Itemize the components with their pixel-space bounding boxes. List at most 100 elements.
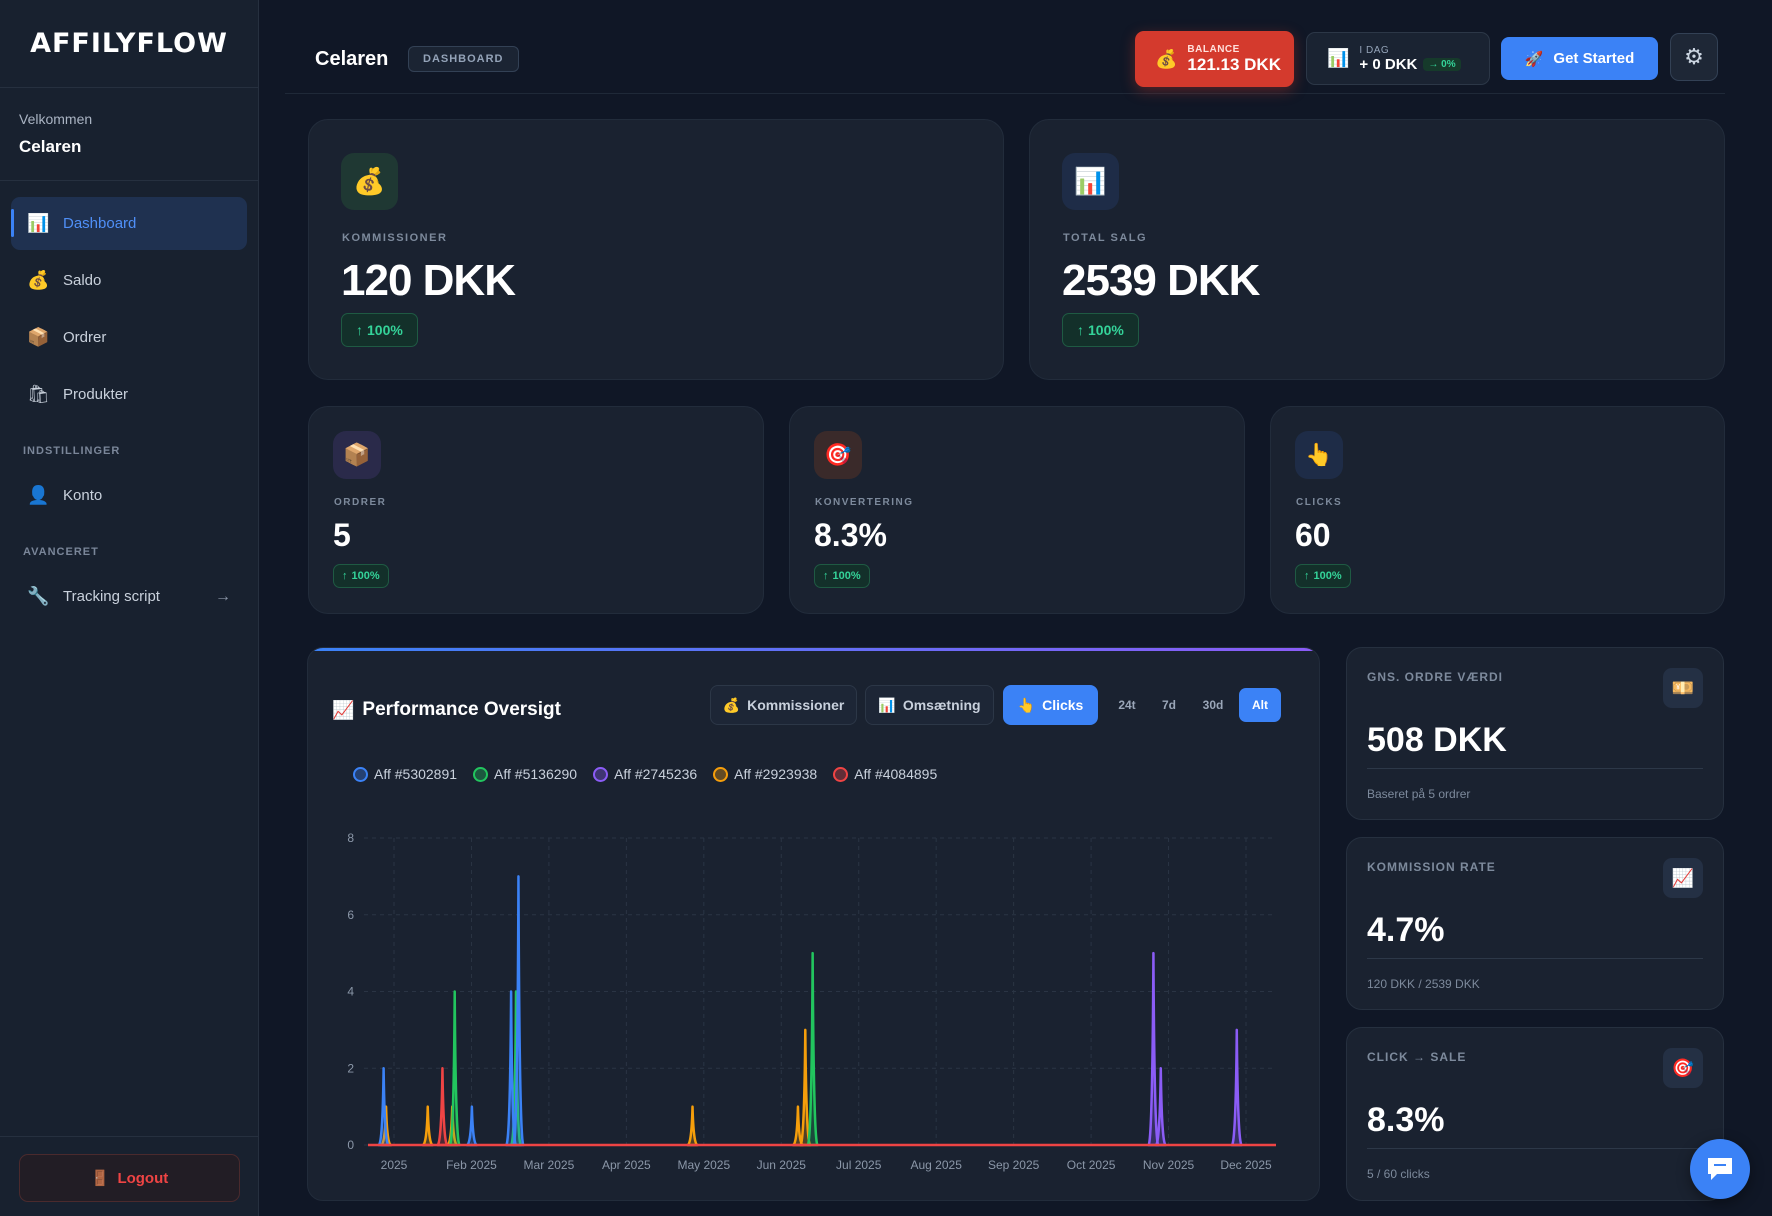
metric-button-kommissioner[interactable]: 💰 Kommissioner bbox=[710, 685, 857, 725]
chat-button[interactable] bbox=[1690, 1139, 1750, 1199]
metric-button-omsaetning[interactable]: 📊 Omsætning bbox=[865, 685, 994, 725]
stat-card-orders: 📦 ORDRER 5 ↑ 100% bbox=[308, 406, 764, 614]
data-point bbox=[421, 1105, 434, 1147]
chart-icon: 📊 bbox=[1062, 153, 1119, 210]
user-icon: 👤 bbox=[27, 485, 50, 505]
legend-label: Aff #2745236 bbox=[614, 766, 698, 782]
sidebar-item-konto[interactable]: 👤 Konto bbox=[11, 469, 247, 522]
settings-button[interactable]: ⚙ bbox=[1670, 33, 1718, 81]
legend-item[interactable]: Aff #2923938 bbox=[713, 766, 817, 782]
sidebar-item-dashboard[interactable]: 📊 Dashboard bbox=[11, 197, 247, 250]
sidebar-item-label: Produkter bbox=[63, 386, 129, 403]
change-badge: ↑ 100% bbox=[333, 564, 389, 588]
trend-chart-icon: 📈 bbox=[332, 699, 355, 720]
data-point bbox=[1154, 1067, 1168, 1147]
money-bag-icon: 💰 bbox=[1155, 48, 1178, 69]
get-started-button[interactable]: 🚀 Get Started bbox=[1501, 37, 1658, 80]
data-point bbox=[465, 1105, 479, 1147]
x-tick-label: Apr 2025 bbox=[602, 1158, 651, 1172]
range-button-7d[interactable]: 7d bbox=[1161, 698, 1176, 712]
metric-button-clicks[interactable]: 👆 Clicks bbox=[1003, 685, 1098, 725]
legend-swatch bbox=[353, 766, 368, 782]
rocket-icon: 🚀 bbox=[1524, 50, 1544, 68]
change-value: 100% bbox=[1088, 322, 1124, 338]
x-tick-label: Oct 2025 bbox=[1067, 1158, 1116, 1172]
change-value: 100% bbox=[351, 570, 380, 582]
pointing-hand-icon: 👆 bbox=[1017, 696, 1036, 713]
range-button-30d[interactable]: 30d bbox=[1202, 698, 1224, 712]
data-point bbox=[448, 990, 461, 1147]
sidebar-item-tracking-script[interactable]: 🔧 Tracking script → bbox=[11, 570, 247, 623]
sidebar-item-label: Saldo bbox=[63, 272, 102, 289]
top-bar: Celaren DASHBOARD 💰 BALANCE 121.13 DKK 📊… bbox=[285, 20, 1725, 94]
stat-card-clicks: 👆 CLICKS 60 ↑ 100% bbox=[1270, 406, 1725, 614]
stat-value: 5 bbox=[333, 517, 351, 553]
card-label: KOMMISSION RATE bbox=[1367, 860, 1496, 874]
nav-section-advanced: AVANCERET bbox=[23, 546, 99, 558]
performance-title-row: 📈 Performance Oversigt bbox=[332, 699, 561, 721]
balance-badge[interactable]: 💰 BALANCE 121.13 DKK bbox=[1135, 31, 1294, 87]
x-tick-label: Jun 2025 bbox=[757, 1158, 807, 1172]
sidebar-item-label: Tracking script bbox=[63, 588, 160, 605]
logo-text: AFFILYFLOW bbox=[30, 28, 228, 59]
data-point bbox=[512, 875, 525, 1147]
chat-bubble-icon bbox=[1708, 1158, 1732, 1180]
change-badge: ↑ 100% bbox=[1295, 564, 1351, 588]
today-change-pill: → 0% bbox=[1423, 58, 1461, 72]
welcome-block: Velkommen Celaren bbox=[0, 88, 258, 181]
sidebar-item-ordrer[interactable]: 📦 Ordrer bbox=[11, 311, 247, 364]
y-tick-label: 2 bbox=[347, 1061, 354, 1075]
performance-card: 📈 Performance Oversigt 💰 Kommissioner 📊 Om… bbox=[307, 647, 1320, 1201]
legend-swatch bbox=[473, 766, 489, 782]
arrow-up-icon: ↑ bbox=[1304, 570, 1310, 582]
sidebar-item-saldo[interactable]: 💰 Saldo bbox=[11, 254, 247, 307]
user-name: Celaren bbox=[19, 137, 82, 156]
range-button-alt[interactable]: Alt bbox=[1239, 688, 1281, 722]
balance-value: 121.13 DKK bbox=[1187, 54, 1281, 74]
legend-item[interactable]: Aff #4084895 bbox=[833, 766, 937, 782]
money-bag-icon: 💰 bbox=[722, 696, 741, 713]
money-bag-icon: 💰 bbox=[341, 153, 398, 210]
stat-value: 2539 DKK bbox=[1062, 256, 1260, 305]
welcome-label: Velkommen bbox=[19, 111, 93, 127]
logout-label: Logout bbox=[117, 1169, 169, 1187]
arrow-up-icon: ↑ bbox=[342, 570, 348, 582]
breadcrumb: DASHBOARD bbox=[408, 46, 519, 72]
change-value: 100% bbox=[367, 322, 403, 338]
legend-item[interactable]: Aff #5136290 bbox=[473, 766, 577, 782]
range-button-24t[interactable]: 24t bbox=[1118, 698, 1136, 712]
logout-button[interactable]: 🚪 Logout bbox=[19, 1154, 240, 1202]
x-tick-label: Dec 2025 bbox=[1220, 1158, 1272, 1172]
performance-chart: 0 2 4 6 8 2025 Feb 2025 Mar 2025 Apr 2025 May 202… bbox=[347, 831, 1276, 1172]
card-value: 4.7% bbox=[1367, 911, 1445, 949]
legend-label: Aff #5136290 bbox=[494, 766, 578, 782]
chart-icon: 📊 bbox=[27, 213, 50, 233]
stat-value: 8.3% bbox=[814, 517, 887, 553]
arrow-up-icon: ↑ bbox=[1077, 322, 1084, 338]
today-badge: 📊 I DAG + 0 DKK → 0% bbox=[1306, 32, 1490, 85]
sidebar-item-label: Ordrer bbox=[63, 329, 107, 346]
trend-chart-icon: 📈 bbox=[1663, 858, 1703, 898]
x-tick-label: Sep 2025 bbox=[988, 1158, 1040, 1172]
package-icon: 📦 bbox=[27, 327, 50, 347]
sidebar-item-produkter[interactable]: 🛍 Produkter bbox=[11, 368, 247, 421]
x-tick-label: 2025 bbox=[381, 1158, 408, 1172]
logo[interactable]: AFFILYFLOW bbox=[0, 0, 258, 88]
arrow-up-icon: ↑ bbox=[823, 570, 829, 582]
legend-item[interactable]: Aff #5302891 bbox=[353, 766, 457, 782]
get-started-label: Get Started bbox=[1553, 50, 1635, 67]
y-tick-label: 8 bbox=[347, 831, 354, 845]
card-subtext: 120 DKK / 2539 DKK bbox=[1367, 977, 1480, 991]
card-value: 8.3% bbox=[1367, 1101, 1445, 1139]
today-label: I DAG bbox=[1359, 44, 1390, 56]
metric-label: Clicks bbox=[1042, 697, 1084, 713]
stat-label: KONVERTERING bbox=[815, 497, 914, 508]
data-point bbox=[1147, 951, 1160, 1147]
legend-item[interactable]: Aff #2745236 bbox=[593, 766, 697, 782]
x-tick-label: May 2025 bbox=[677, 1158, 730, 1172]
metric-toggle: 💰 Kommissioner 📊 Omsætning 👆 Clicks bbox=[710, 685, 1110, 725]
commission-rate-card: KOMMISSION RATE 📈 4.7% 120 DKK / 2539 DK… bbox=[1346, 837, 1724, 1010]
page-title: Celaren bbox=[315, 48, 389, 70]
nav-section-settings: INDSTILLINGER bbox=[23, 445, 121, 457]
sidebar-item-label: Konto bbox=[63, 487, 103, 504]
